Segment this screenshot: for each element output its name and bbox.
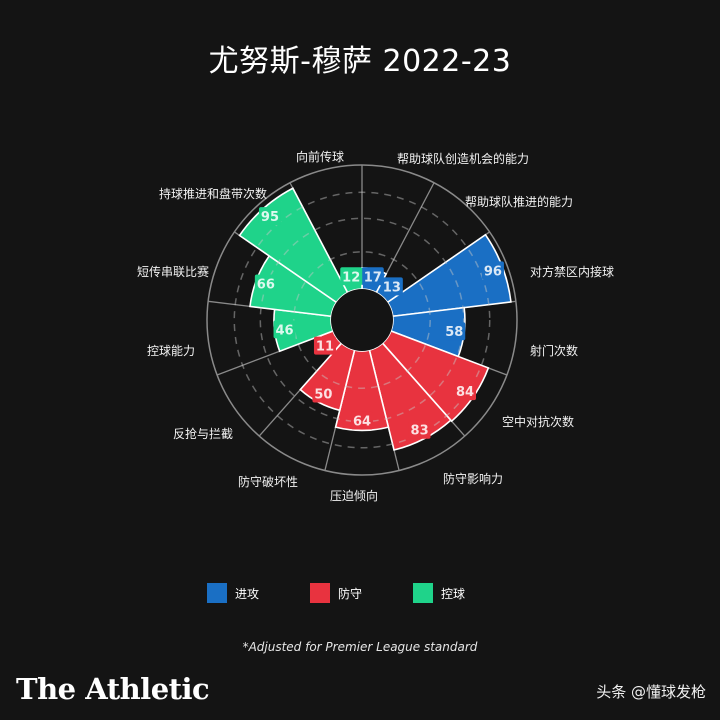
- category-label: 射门次数: [530, 344, 579, 358]
- category-label: 帮助球队创造机会的能力: [397, 152, 530, 166]
- value-badge: [361, 267, 384, 286]
- value-label: 11: [316, 340, 334, 355]
- category-label: 短传串联比赛: [137, 265, 210, 279]
- value-label: 64: [353, 414, 371, 429]
- legend-item-possession: 控球: [413, 583, 465, 603]
- chart-title: 尤努斯-穆萨 2022-23: [208, 44, 512, 79]
- value-label: 96: [484, 264, 502, 279]
- value-badge: [454, 382, 477, 401]
- value-label: 17: [364, 270, 382, 285]
- value-label: 46: [275, 323, 293, 338]
- category-label: 反抢与拦截: [173, 427, 234, 441]
- value-badge: [481, 261, 504, 280]
- category-label: 帮助球队推进的能力: [465, 195, 574, 209]
- legend: 进攻 防守 控球: [0, 583, 720, 607]
- center-hole: [331, 289, 393, 351]
- value-badge: [254, 274, 277, 293]
- value-badge: [273, 320, 296, 339]
- value-label: 58: [445, 325, 463, 340]
- value-badge: [258, 207, 281, 226]
- value-badge: [340, 267, 363, 286]
- category-label: 对方禁区内接球: [530, 265, 615, 279]
- grid-ring: [233, 191, 491, 449]
- legend-swatch-defense: [310, 583, 330, 603]
- category-label: 控球能力: [147, 344, 196, 358]
- category-label: 空中对抗次数: [502, 415, 575, 429]
- value-label: 13: [383, 280, 401, 295]
- legend-swatch-attack: [207, 583, 227, 603]
- category-label: 防守影响力: [443, 472, 504, 486]
- watermark: 头条 @懂球发枪: [596, 683, 706, 701]
- value-label: 95: [261, 210, 279, 225]
- value-label: 12: [342, 270, 360, 285]
- grid-ring: [293, 251, 431, 389]
- legend-item-attack: 进攻: [207, 583, 259, 603]
- legend-label-defense: 防守: [338, 586, 363, 601]
- value-label: 84: [456, 385, 474, 400]
- legend-label-possession: 控球: [441, 586, 466, 601]
- footnote: *Adjusted for Premier League standard: [242, 640, 478, 654]
- legend-item-defense: 防守: [310, 583, 362, 603]
- bar-wedge: [386, 233, 512, 318]
- category-label: 向前传球: [296, 150, 345, 164]
- value-label: 66: [257, 278, 275, 293]
- legend-swatch-possession: [413, 583, 433, 603]
- legend-label-attack: 进攻: [235, 586, 260, 601]
- brand-logo: The Athletic: [16, 672, 210, 706]
- value-label: 50: [314, 387, 332, 402]
- value-badge: [351, 411, 373, 430]
- value-badge: [443, 322, 466, 341]
- value-badge: [380, 277, 403, 296]
- category-label: 压迫倾向: [330, 489, 379, 503]
- value-badge: [408, 420, 431, 439]
- category-label: 防守破坏性: [238, 475, 299, 489]
- value-badge: [312, 384, 335, 403]
- value-label: 83: [411, 424, 429, 439]
- category-label: 持球推进和盘带次数: [159, 187, 268, 201]
- value-badge: [313, 336, 336, 355]
